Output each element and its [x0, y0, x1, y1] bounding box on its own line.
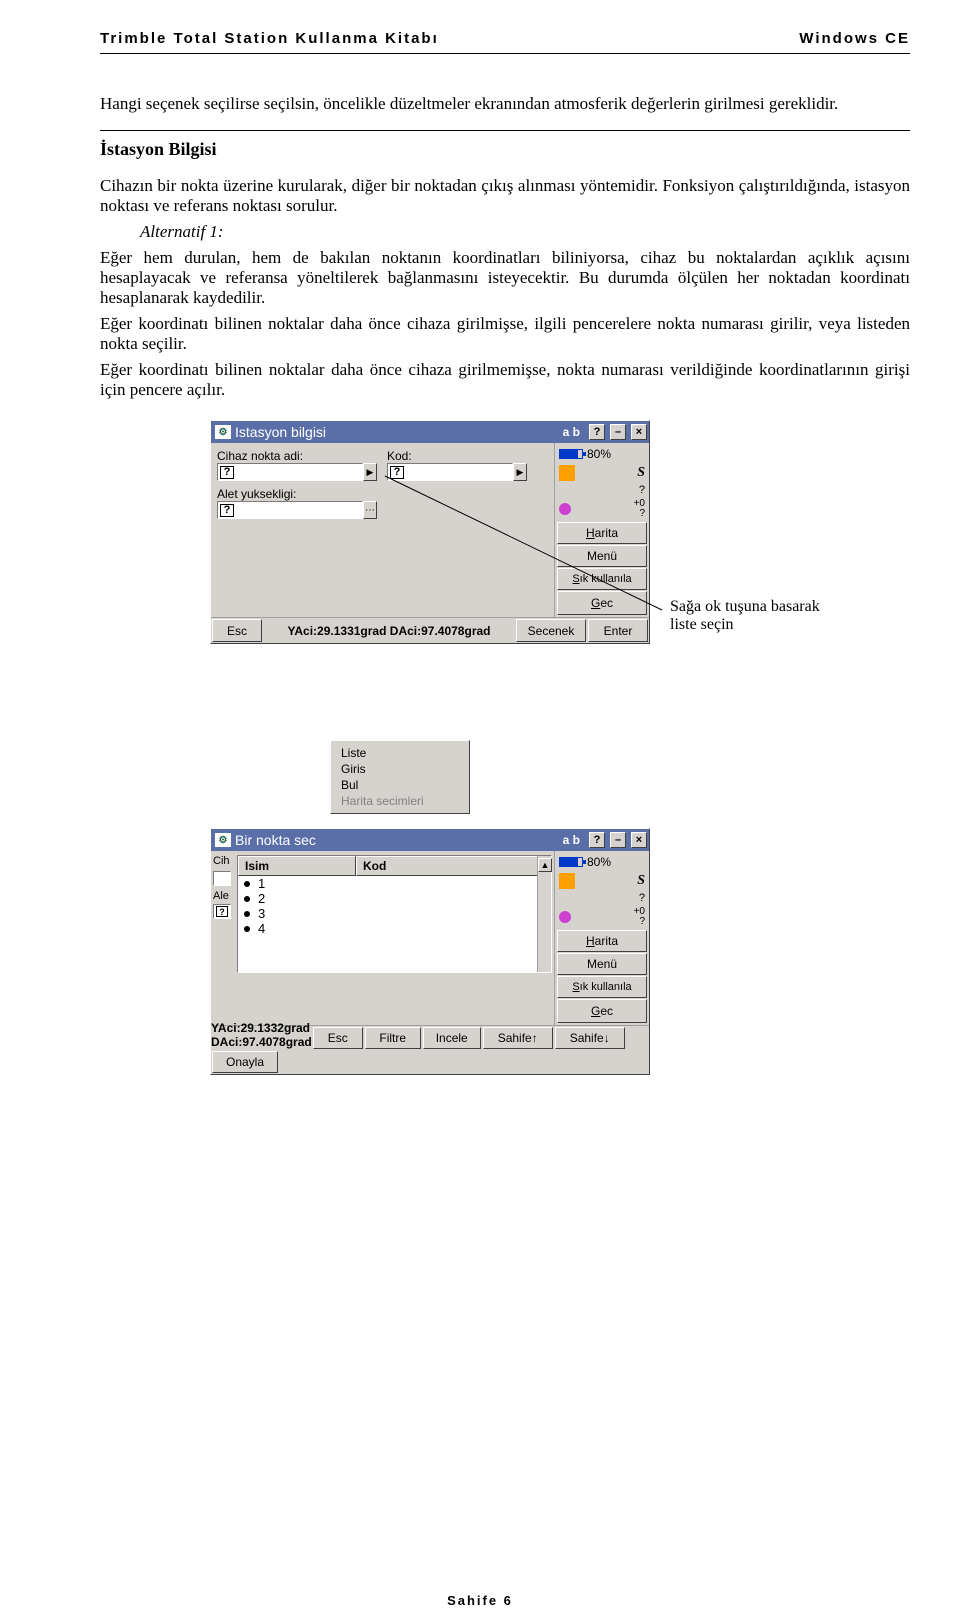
statusbar: Esc YAci:29.1331grad DAci:97.4078grad Se… — [211, 617, 649, 643]
header-left: Trimble Total Station Kullanma Kitabı — [100, 30, 439, 47]
alet-input[interactable]: ? — [217, 501, 363, 519]
close-button[interactable]: × — [631, 424, 647, 440]
page-footer: Sahife 6 — [0, 1593, 960, 1608]
kod-stepper[interactable]: ▶ — [513, 463, 527, 481]
target-icon — [559, 911, 571, 923]
popup-giris[interactable]: Giris — [341, 761, 459, 777]
alet-options[interactable]: ⋯ — [363, 501, 377, 519]
gec-button-2[interactable]: Gec — [557, 999, 647, 1023]
filtre-button[interactable]: Filtre — [365, 1027, 421, 1049]
secenek-button[interactable]: Secenek — [516, 619, 586, 642]
nokta-sec-dialog: ⚙ Bir nokta sec a b ? – × Cih Ale ? Isim… — [210, 828, 650, 1075]
signal-status-2: ? — [557, 891, 647, 905]
minimize-button[interactable]: – — [610, 424, 626, 440]
target-icon — [559, 503, 571, 515]
page-header: Trimble Total Station Kullanma Kitabı Wi… — [100, 30, 910, 54]
section-title: İstasyon Bilgisi — [100, 139, 910, 160]
cihaz-label: Cihaz nokta adi: — [217, 449, 377, 463]
up-arrow-icon: ↑ — [532, 1031, 538, 1045]
ab-indicator: a b — [563, 425, 580, 439]
cihaz-stepper[interactable]: ▶ — [363, 463, 377, 481]
sahife-down-button[interactable]: Sahife ↓ — [555, 1027, 625, 1049]
callout-text: Sağa ok tuşuna basarak liste seçin — [670, 598, 830, 634]
statusbar-2: YAci:29.1332grad DAci:97.4078grad Esc Fi… — [211, 1025, 649, 1074]
harita-button[interactable]: Harita — [557, 522, 647, 544]
para-3: Eğer hem durulan, hem de bakılan noktanı… — [100, 248, 910, 308]
kod-label: Kod: — [387, 449, 527, 463]
body-text: Hangi seçenek seçilirse seçilsin, önceli… — [100, 94, 910, 400]
para-4: Eğer koordinatı bilinen noktalar daha ön… — [100, 314, 910, 354]
sahife-up-button[interactable]: Sahife ↑ — [483, 1027, 553, 1049]
para-1: Hangi seçenek seçilirse seçilsin, önceli… — [100, 94, 910, 114]
battery-status-2: 80% — [557, 853, 647, 871]
onayla-button[interactable]: Onayla — [212, 1051, 278, 1073]
title-text: Istasyon bilgisi — [235, 424, 559, 440]
popup-bul[interactable]: Bul — [341, 777, 459, 793]
battery-status: 80% — [557, 445, 647, 463]
esc-button-2[interactable]: Esc — [313, 1027, 363, 1049]
app-icon: ⚙ — [215, 425, 231, 439]
sik-button-2[interactable]: Sık kullanıla — [557, 976, 647, 998]
surveyor-icon — [559, 465, 575, 481]
menu-button[interactable]: Menü — [557, 545, 647, 567]
title-text-2: Bir nokta sec — [235, 832, 559, 848]
left-margin-labels: Cih Ale ? — [211, 851, 235, 1025]
context-popup: Liste Giris Bul Harita secimleri — [330, 740, 470, 814]
gec-button[interactable]: Gec — [557, 591, 647, 615]
ab-indicator-2: a b — [563, 833, 580, 847]
surveyor-icon — [559, 873, 575, 889]
cihaz-input[interactable]: ? — [217, 463, 363, 481]
down-arrow-icon: ↓ — [604, 1031, 610, 1045]
sik-button[interactable]: Sık kullanıla — [557, 568, 647, 590]
harita-button-2[interactable]: Harita — [557, 930, 647, 952]
close-button-2[interactable]: × — [631, 832, 647, 848]
col-isim[interactable]: Isim — [238, 856, 356, 876]
esc-button[interactable]: Esc — [212, 619, 262, 642]
list-row[interactable]: 1 — [238, 876, 551, 891]
list-row[interactable]: 4 — [238, 921, 551, 936]
titlebar: ⚙ Istasyon bilgisi a b ? – × — [211, 421, 649, 443]
help-button-2[interactable]: ? — [589, 832, 605, 848]
target-status-2: +0 ? — [557, 905, 647, 929]
help-button[interactable]: ? — [589, 424, 605, 440]
list-header: Isim Kod — [238, 856, 551, 876]
angle-readout: YAci:29.1331grad DAci:97.4078grad — [263, 618, 515, 643]
point-list[interactable]: Isim Kod 1 2 3 4 ▲ — [237, 855, 552, 973]
list-scrollbar[interactable]: ▲ — [537, 856, 551, 972]
sidebar: 80% S ? +0 ? — [554, 443, 649, 617]
popup-harita-secimleri: Harita secimleri — [341, 793, 459, 809]
kod-input[interactable]: ? — [387, 463, 513, 481]
popup-liste[interactable]: Liste — [341, 745, 459, 761]
col-kod[interactable]: Kod — [356, 856, 551, 876]
incele-button[interactable]: Incele — [423, 1027, 481, 1049]
app-icon: ⚙ — [215, 833, 231, 847]
header-right: Windows CE — [799, 30, 910, 47]
istasyon-dialog: ⚙ Istasyon bilgisi a b ? – × Cihaz nokta… — [210, 420, 650, 644]
titlebar-2: ⚙ Bir nokta sec a b ? – × — [211, 829, 649, 851]
section-divider — [100, 130, 910, 131]
instrument-status: S — [557, 463, 647, 483]
enter-button[interactable]: Enter — [588, 619, 648, 642]
list-row[interactable]: 2 — [238, 891, 551, 906]
signal-status: ? — [557, 483, 647, 497]
alet-label: Alet yuksekligi: — [217, 487, 377, 501]
menu-button-2[interactable]: Menü — [557, 953, 647, 975]
para-5: Eğer koordinatı bilinen noktalar daha ön… — [100, 360, 910, 400]
instrument-status-2: S — [557, 871, 647, 891]
target-status: +0 ? — [557, 497, 647, 521]
angle-readout-2: YAci:29.1332grad DAci:97.4078grad — [211, 1026, 312, 1044]
sidebar-2: 80% S ? +0 ? Harita — [554, 851, 649, 1025]
minimize-button-2[interactable]: – — [610, 832, 626, 848]
alt1-label: Alternatif 1: — [140, 222, 224, 241]
para-2: Cihazın bir nokta üzerine kurularak, diğ… — [100, 176, 910, 216]
list-row[interactable]: 3 — [238, 906, 551, 921]
